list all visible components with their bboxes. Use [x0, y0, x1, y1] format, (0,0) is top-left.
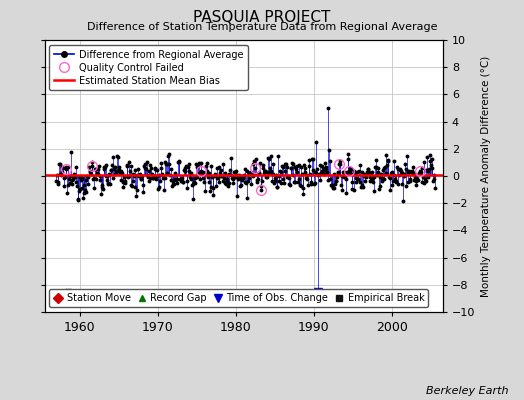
- Text: Berkeley Earth: Berkeley Earth: [426, 386, 508, 396]
- Legend: Station Move, Record Gap, Time of Obs. Change, Empirical Break: Station Move, Record Gap, Time of Obs. C…: [49, 289, 429, 307]
- Y-axis label: Monthly Temperature Anomaly Difference (°C): Monthly Temperature Anomaly Difference (…: [481, 55, 491, 297]
- Text: Difference of Station Temperature Data from Regional Average: Difference of Station Temperature Data f…: [87, 22, 437, 32]
- Text: PASQUIA PROJECT: PASQUIA PROJECT: [193, 10, 331, 25]
